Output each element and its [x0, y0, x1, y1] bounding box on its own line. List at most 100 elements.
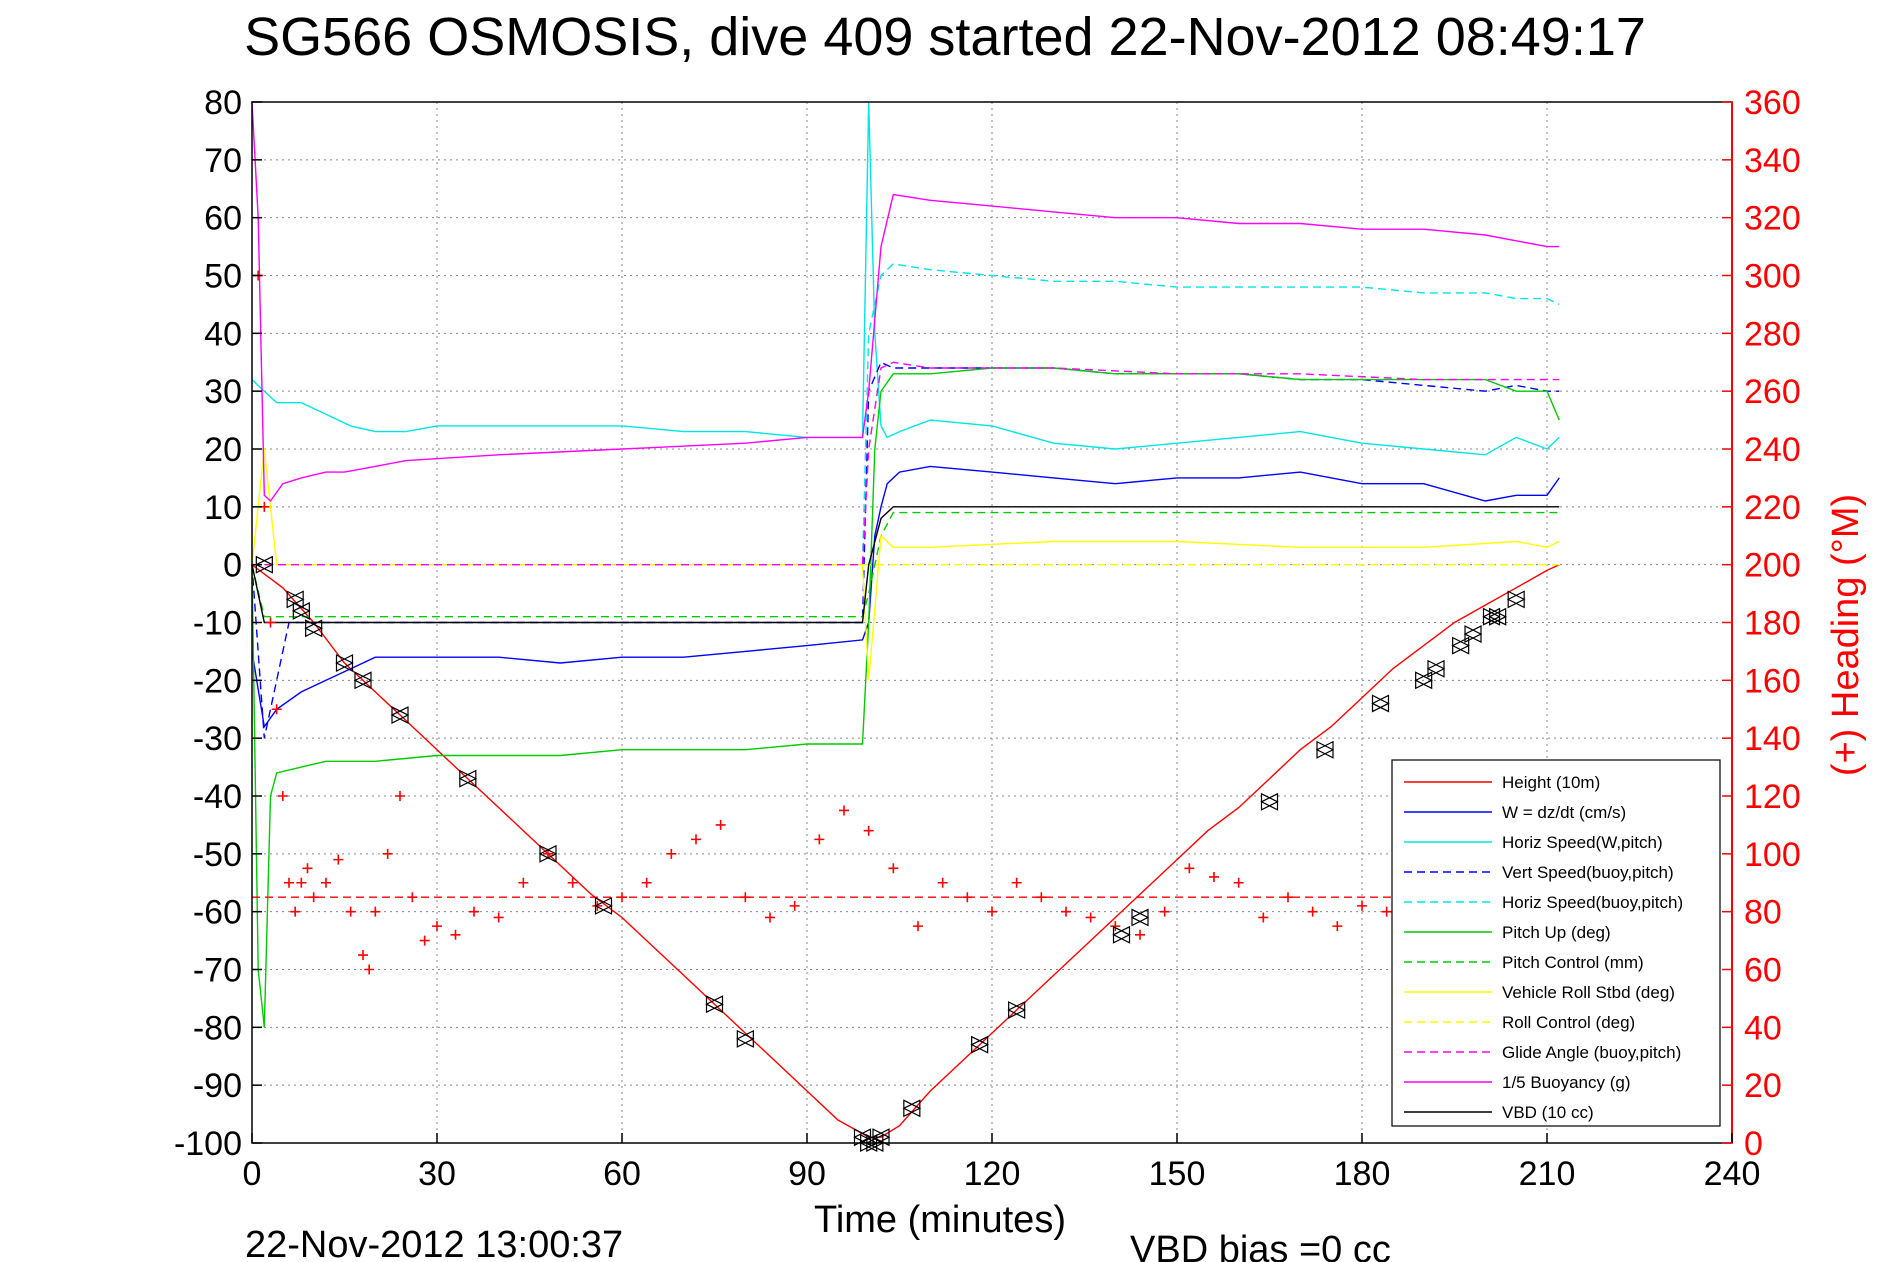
heading-point [814, 834, 825, 845]
right-axis-label: (+) Heading (°M) [1825, 494, 1867, 776]
height-marker [353, 671, 373, 690]
x-tick-label: 210 [1519, 1155, 1576, 1193]
heading-point [1085, 912, 1096, 923]
heading-point [1381, 906, 1392, 917]
heading-point [370, 906, 381, 917]
y-tick-label: -80 [193, 1009, 242, 1047]
heading-point [1061, 906, 1071, 917]
heading-point [715, 819, 726, 830]
heading-point [863, 825, 874, 836]
heading-point [321, 877, 331, 888]
right-tick-label: 220 [1744, 489, 1801, 527]
heading-point [277, 791, 288, 801]
y-tick-label: 30 [204, 373, 242, 411]
heading-point [1011, 877, 1022, 888]
series-line [252, 361, 1560, 566]
right-tick-label: 160 [1744, 662, 1801, 700]
legend-entry-label: Horiz Speed(buoy,pitch) [1502, 893, 1683, 912]
right-tick-label: 120 [1744, 778, 1801, 816]
height-marker [1260, 792, 1279, 811]
heading-point [789, 900, 800, 911]
height-marker [1426, 659, 1446, 678]
right-tick-label: 80 [1744, 894, 1782, 932]
heading-point [641, 877, 652, 888]
height-marker [335, 654, 354, 672]
y-tick-label: 10 [204, 489, 242, 527]
series-line [251, 101, 1560, 456]
series-line [252, 263, 1560, 566]
height-marker [594, 896, 613, 915]
y-tick-label: -100 [174, 1125, 242, 1163]
height-marker [1371, 694, 1390, 713]
heading-point [1135, 929, 1145, 940]
x-tick-label: 90 [788, 1155, 826, 1193]
legend-entry-label: Roll Control (deg) [1502, 1013, 1635, 1032]
heading-point [333, 854, 344, 865]
heading-point [290, 906, 301, 917]
heading-point [296, 877, 307, 888]
right-tick-label: 140 [1744, 720, 1801, 758]
heading-point [666, 848, 677, 859]
footer-timestamp: 22-Nov-2012 13:00:37 [245, 1224, 623, 1262]
heading-point [358, 950, 368, 961]
height-marker [538, 844, 558, 863]
legend: Height (10m) W = dz/dt (cm/s) Horiz Speed(… [1391, 759, 1721, 1127]
legend-box [1391, 759, 1721, 1127]
right-tick-label: 60 [1744, 952, 1782, 990]
series-line [251, 367, 1560, 1028]
y-tick-label: -60 [193, 894, 242, 932]
chart-title: SG566 OSMOSIS, dive 409 started 22-Nov-2… [244, 7, 1646, 67]
y-tick-label: -70 [193, 952, 242, 990]
height-marker [1112, 925, 1131, 944]
height-marker [458, 769, 478, 788]
legend-entry-label: Vehicle Roll Stbd (deg) [1502, 983, 1675, 1002]
height-marker [970, 1035, 990, 1054]
x-tick-label: 0 [243, 1155, 262, 1193]
y-tick-label: 60 [204, 200, 242, 238]
heading-point [493, 912, 504, 923]
series-line [251, 564, 1560, 1138]
series-line [251, 361, 1560, 739]
legend-entry-label: VBD (10 cc) [1502, 1103, 1594, 1122]
right-tick-label: 100 [1744, 836, 1801, 874]
right-tick-label: 300 [1744, 258, 1801, 296]
heading-point [691, 834, 701, 845]
x-tick-label: 150 [1149, 1155, 1206, 1193]
y-tick-label: -30 [193, 720, 242, 758]
x-tick-label: 60 [603, 1155, 641, 1193]
y-tick-label: 80 [204, 84, 242, 122]
series-line [251, 101, 1560, 503]
heading-point [432, 921, 442, 932]
heading-point [345, 906, 356, 917]
heading-point [395, 791, 405, 801]
legend-entry-label: Height (10m) [1502, 773, 1600, 792]
heading-point [567, 877, 578, 888]
heading-point [1307, 906, 1318, 917]
heading-point [1110, 921, 1121, 932]
heading-point [1159, 906, 1170, 917]
height-marker [1506, 590, 1526, 609]
heading-point [592, 900, 603, 911]
legend-entry-label: Vert Speed(buoy,pitch) [1502, 863, 1674, 882]
height-marker [390, 706, 410, 725]
heading-point [1184, 863, 1195, 874]
heading-point [1258, 912, 1269, 923]
height-marker [871, 1128, 891, 1147]
heading-point [937, 877, 948, 888]
right-tick-label: 340 [1744, 142, 1801, 180]
height-marker [1315, 740, 1335, 759]
height-marker [705, 995, 724, 1014]
y-tick-label: -40 [193, 778, 242, 816]
series-layer [251, 101, 1560, 1152]
height-marker [304, 619, 324, 638]
x-tick-label: 30 [418, 1155, 456, 1193]
heading-point [765, 912, 775, 923]
height-marker [735, 1029, 755, 1048]
height-marker [1482, 607, 1501, 626]
heading-point [419, 935, 430, 946]
y-tick-label: -90 [193, 1067, 242, 1105]
heading-point [1357, 900, 1367, 911]
y-tick-label: 0 [223, 547, 242, 585]
y-tick-label: -20 [193, 662, 242, 700]
y-tick-label: 70 [204, 142, 242, 180]
